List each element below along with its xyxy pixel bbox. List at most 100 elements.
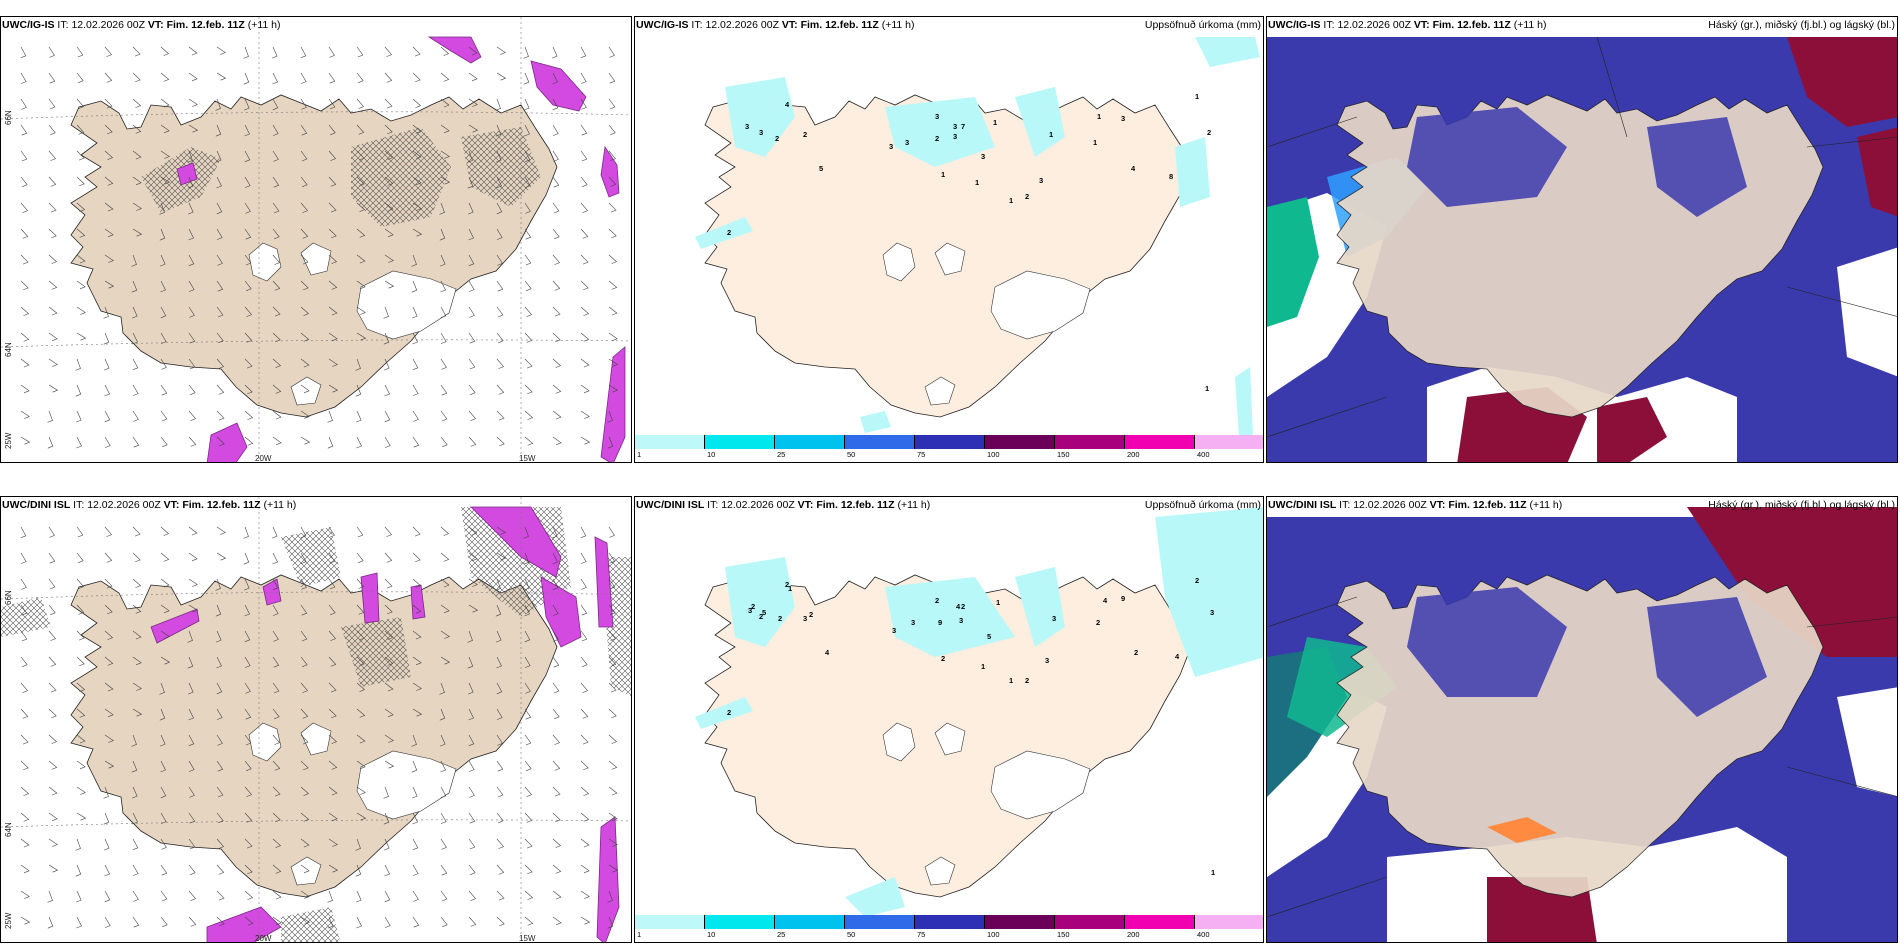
wind-barb (300, 332, 310, 342)
title-right: Uppsöfnuð úrkoma (mm) (1144, 499, 1261, 511)
wind-barb (384, 708, 394, 718)
wind-barb (272, 384, 282, 394)
wind-barb (188, 552, 198, 562)
wind-barb (327, 890, 333, 903)
wind-barb (20, 46, 27, 59)
title-left: UWC/IG-IS IT: 12.02.2026 00Z VT: Fim. 12… (1268, 19, 1547, 31)
wind-barb (356, 436, 362, 449)
wind-barb (411, 280, 418, 293)
wind-barb (524, 734, 532, 746)
wind-barb (524, 202, 531, 214)
wind-barb (580, 526, 587, 539)
panel-title: UWC/IG-IS IT: 12.02.2026 00Z VT: Fim. 12… (1, 17, 631, 33)
cloud-panel-row2: UWC/DINI ISL IT: 12.02.2026 00Z VT: Fim.… (1266, 496, 1898, 943)
wind-barb (76, 708, 86, 718)
wind-barb (300, 72, 307, 84)
wind-barb (160, 916, 168, 928)
wind-barb (76, 72, 84, 84)
wind-barb (188, 384, 196, 396)
wind-barb (244, 682, 251, 694)
wind-barb (496, 760, 504, 772)
wind-barb (216, 280, 224, 292)
wind-barb (440, 280, 446, 293)
wind-barb (467, 176, 474, 189)
wind-barb (524, 682, 531, 694)
wind-barb (48, 708, 57, 719)
wind-barb (20, 786, 30, 796)
wind-barb (216, 332, 224, 344)
wind-barb (75, 890, 82, 903)
wind-barb (468, 552, 478, 562)
wind-barb (215, 150, 222, 163)
wind-barb (355, 838, 361, 851)
wind-barb (440, 124, 450, 134)
wind-barb (20, 202, 29, 213)
wind-barb (300, 630, 308, 642)
wind-barb (468, 124, 479, 133)
wind-barb (216, 656, 222, 669)
wind-barb (160, 46, 170, 56)
wind-barb (524, 760, 532, 772)
wind-barb (104, 630, 114, 640)
wind-barb (216, 176, 222, 189)
wind-barb (496, 436, 505, 447)
wind-barb (48, 72, 56, 84)
wind-barb (20, 228, 29, 239)
wind-barb (244, 838, 253, 849)
wind-barb (160, 838, 167, 850)
legend-swatch (1125, 435, 1195, 449)
wind-barb (580, 46, 587, 59)
wind-barb (384, 72, 393, 83)
wind-barb (188, 436, 197, 447)
wind-barb (48, 526, 55, 538)
wind-barb (244, 228, 252, 240)
cloud-green-patch (1267, 197, 1319, 327)
wind-barb (272, 176, 280, 188)
wind-barb (524, 436, 534, 446)
wind-barb (356, 46, 364, 58)
wind-barb (552, 306, 561, 317)
wind-barb (328, 812, 338, 822)
wind-barb (272, 410, 282, 420)
wind-barb (20, 578, 27, 590)
wind-barb (552, 176, 560, 188)
wind-barb (244, 306, 253, 317)
wind-barb (496, 916, 505, 927)
precip-map-svg: 4323252333337231111132113481215 (695, 37, 1260, 437)
precip-value-label: 7 (961, 122, 965, 131)
wind-barb (608, 604, 616, 616)
wind-barb (216, 228, 223, 240)
wind-barb (104, 864, 110, 877)
wind-barb (76, 812, 87, 821)
wind-barb (160, 124, 170, 134)
wind-barb (20, 384, 30, 394)
wind-barb (384, 384, 390, 397)
wind-barb (188, 306, 195, 318)
wind-barb (383, 838, 390, 851)
wind-barb (272, 72, 278, 85)
precip-areas (695, 37, 1260, 437)
wind-barb (495, 124, 502, 137)
wind-barb (75, 384, 82, 397)
wind-barb (384, 890, 391, 903)
wind-barb (104, 254, 114, 263)
wind-barb (384, 682, 394, 692)
precip-panel-row1: 4323252333337231111132113481215 UWC/IG-I… (634, 16, 1264, 463)
wind-barb (272, 864, 282, 874)
wind-barb (580, 280, 589, 291)
precip-value-label: 2 (803, 130, 807, 139)
wind-barb (328, 306, 338, 316)
wind-barb (187, 176, 194, 189)
precip-value-label: 9 (1121, 594, 1125, 603)
lon-label-15w: 15W (519, 934, 536, 943)
wind-barb (496, 72, 507, 81)
wind-barb (328, 526, 335, 538)
wind-barb (468, 410, 477, 421)
panel-title: UWC/IG-IS IT: 12.02.2026 00Z VT: Fim. 12… (635, 17, 1263, 33)
wind-barb (523, 72, 530, 85)
wind-barb (411, 734, 417, 747)
wind-barb (48, 630, 57, 641)
wind-barb (440, 916, 448, 928)
wind-barb (160, 786, 167, 799)
wind-barb (468, 228, 474, 241)
